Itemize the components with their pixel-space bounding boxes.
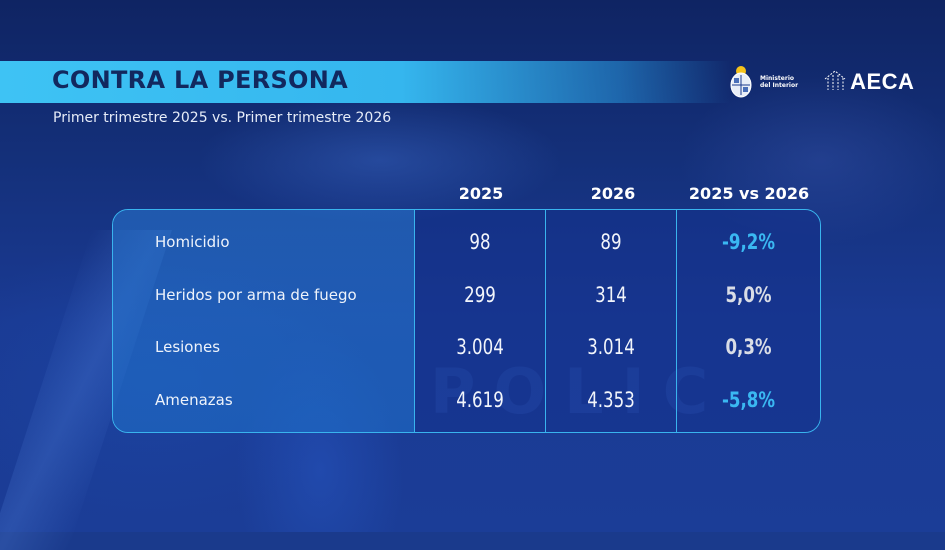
cell-heridos-2025: 299 (464, 282, 496, 307)
cell-lesiones-2025: 3.004 (456, 335, 504, 360)
title-band (0, 61, 730, 103)
page-subtitle: Primer trimestre 2025 vs. Primer trimest… (53, 110, 392, 126)
coat-of-arms-icon (728, 65, 754, 99)
cell-amenazas-2025: 4.619 (456, 387, 504, 412)
statistics-table: Homicidio Heridos por arma de fuego Lesi… (112, 209, 821, 433)
cell-lesiones-2026: 3.014 (587, 335, 635, 360)
logos: Ministerio del Interior AECA (728, 62, 914, 102)
cell-lesiones-change: 0,3% (725, 335, 772, 360)
row-label-lesiones: Lesiones (155, 338, 221, 357)
cell-homicidio-change: -9,2% (721, 230, 776, 255)
cell-amenazas-2026: 4.353 (587, 387, 635, 412)
aeca-wordmark: AECA (850, 69, 915, 94)
row-label-homicidio: Homicidio (155, 233, 230, 252)
cell-amenazas-change: -5,8% (721, 387, 776, 412)
aeca-logo: AECA (824, 69, 914, 95)
column-header-2025: 2025 (458, 184, 504, 203)
page-title: CONTRA LA PERSONA (52, 66, 349, 94)
column-header-change: 2025 vs 2026 (688, 184, 810, 203)
aeca-house-icon (824, 69, 846, 95)
column-change: -9,2% 5,0% 0,3% -5,8% (677, 210, 820, 432)
ministry-name: Ministerio del Interior (760, 75, 799, 89)
column-2025: 98 299 3.004 4.619 (415, 210, 546, 432)
row-label-heridos: Heridos por arma de fuego (155, 285, 357, 304)
ministry-logo: Ministerio del Interior (728, 65, 798, 99)
label-column: Homicidio Heridos por arma de fuego Lesi… (113, 210, 415, 432)
column-2026: 89 314 3.014 4.353 (546, 210, 677, 432)
cell-heridos-change: 5,0% (725, 282, 772, 307)
cell-homicidio-2025: 98 (469, 230, 491, 255)
row-label-amenazas: Amenazas (155, 390, 233, 409)
cell-homicidio-2026: 89 (600, 230, 622, 255)
cell-heridos-2026: 314 (595, 282, 627, 307)
column-header-2026: 2026 (590, 184, 636, 203)
